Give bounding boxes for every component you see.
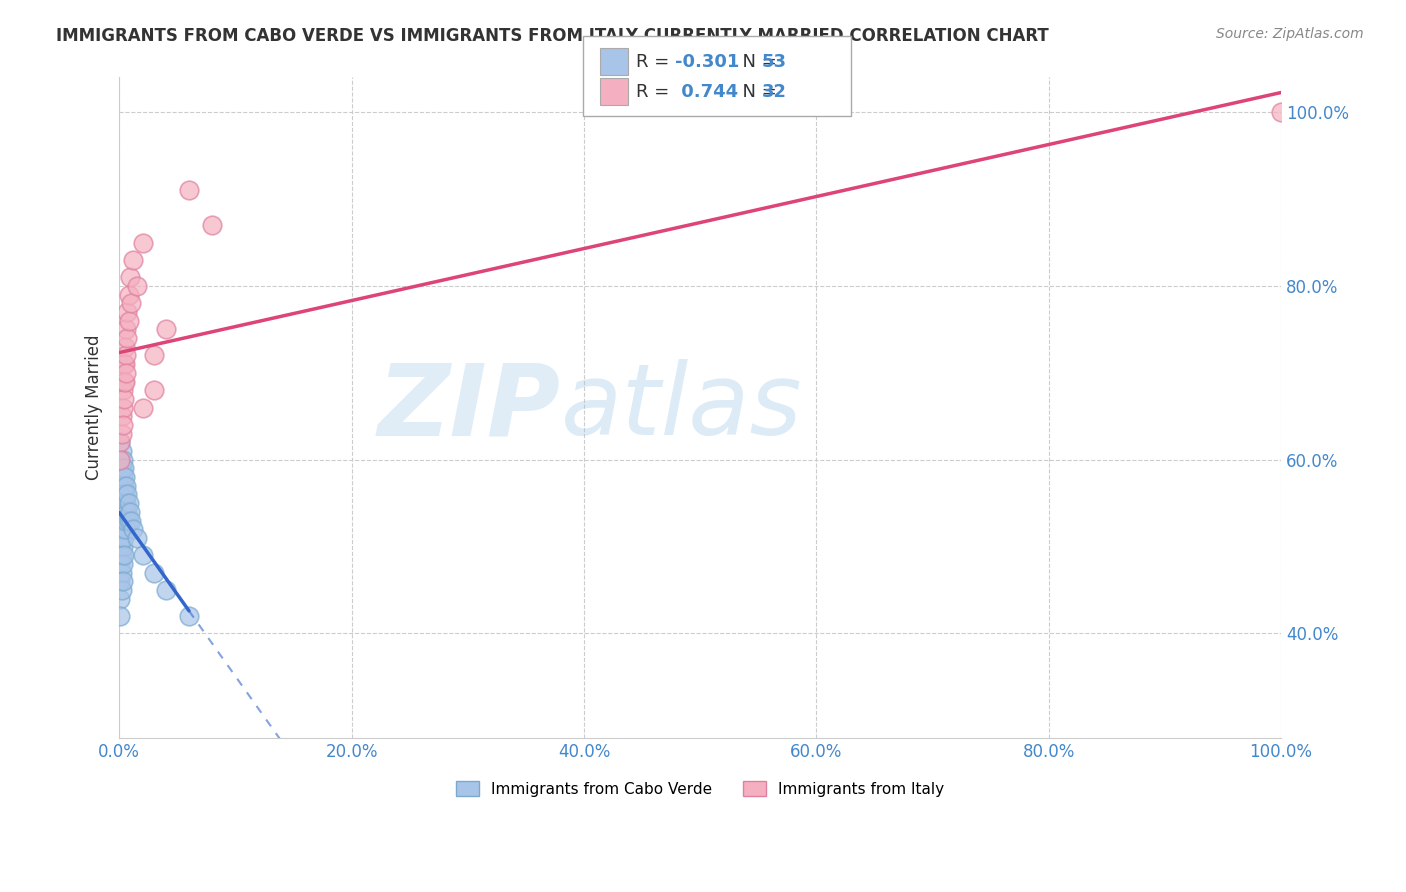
Point <box>131 401 153 415</box>
Point <box>110 531 132 545</box>
Point <box>114 505 136 519</box>
Point <box>122 522 145 536</box>
Point <box>110 479 132 493</box>
Point <box>114 487 136 501</box>
Point <box>115 496 138 510</box>
Point <box>112 392 135 406</box>
Point <box>115 322 138 336</box>
Point <box>111 505 134 519</box>
Point <box>117 331 139 345</box>
Point <box>131 235 153 250</box>
Text: 53: 53 <box>762 53 787 70</box>
Point <box>110 549 132 563</box>
Point <box>117 305 139 319</box>
Point <box>111 452 134 467</box>
Point <box>120 296 142 310</box>
Point <box>117 505 139 519</box>
Point <box>110 574 132 589</box>
Point <box>111 401 134 415</box>
Point <box>110 461 132 475</box>
Text: R =: R = <box>636 53 675 70</box>
Point <box>110 435 132 450</box>
Point <box>110 487 132 501</box>
Text: Source: ZipAtlas.com: Source: ZipAtlas.com <box>1216 27 1364 41</box>
Point <box>117 314 139 328</box>
Point <box>110 496 132 510</box>
Point <box>112 549 135 563</box>
Point <box>115 366 138 380</box>
Point <box>110 444 132 458</box>
Point <box>125 531 148 545</box>
Point <box>115 514 138 528</box>
Point <box>117 287 139 301</box>
Point <box>112 531 135 545</box>
Point <box>122 252 145 267</box>
Point <box>111 487 134 501</box>
Point <box>114 357 136 371</box>
Text: atlas: atlas <box>561 359 803 456</box>
Point <box>110 609 132 624</box>
Point <box>110 514 132 528</box>
Point <box>112 479 135 493</box>
Point <box>117 496 139 510</box>
Text: IMMIGRANTS FROM CABO VERDE VS IMMIGRANTS FROM ITALY CURRENTLY MARRIED CORRELATIO: IMMIGRANTS FROM CABO VERDE VS IMMIGRANTS… <box>56 27 1049 45</box>
Point <box>125 279 148 293</box>
Point <box>111 417 134 432</box>
Point <box>111 540 134 554</box>
Point <box>131 549 153 563</box>
Y-axis label: Currently Married: Currently Married <box>86 334 103 480</box>
Point <box>177 609 200 624</box>
Point <box>111 522 134 536</box>
Point <box>201 218 224 232</box>
Point <box>118 505 141 519</box>
Point <box>115 348 138 362</box>
Point <box>110 435 132 450</box>
Point <box>120 514 142 528</box>
Point <box>1270 105 1292 120</box>
Point <box>114 522 136 536</box>
Point <box>114 470 136 484</box>
Point <box>143 348 166 362</box>
Point <box>110 557 132 571</box>
Text: N =: N = <box>731 83 783 101</box>
Point <box>110 452 132 467</box>
Point <box>114 375 136 389</box>
Point <box>112 514 135 528</box>
Text: N =: N = <box>731 53 783 70</box>
Point <box>112 496 135 510</box>
Point <box>155 322 177 336</box>
Text: R =: R = <box>636 83 675 101</box>
Point <box>118 270 141 285</box>
Point <box>112 375 135 389</box>
Point <box>110 505 132 519</box>
Point <box>110 591 132 606</box>
Point <box>143 383 166 397</box>
Point <box>115 479 138 493</box>
Point <box>110 566 132 580</box>
Text: 0.744: 0.744 <box>675 83 738 101</box>
Point <box>110 409 132 424</box>
Point <box>111 557 134 571</box>
Point <box>112 357 135 371</box>
Point <box>117 487 139 501</box>
Point <box>117 514 139 528</box>
Text: -0.301: -0.301 <box>675 53 740 70</box>
Point <box>110 426 132 441</box>
Point <box>112 461 135 475</box>
Point <box>111 470 134 484</box>
Text: ZIP: ZIP <box>378 359 561 456</box>
Point <box>110 452 132 467</box>
Legend: Immigrants from Cabo Verde, Immigrants from Italy: Immigrants from Cabo Verde, Immigrants f… <box>450 774 950 803</box>
Point <box>110 582 132 597</box>
Point <box>110 470 132 484</box>
Text: 32: 32 <box>762 83 787 101</box>
Point <box>111 574 134 589</box>
Point <box>177 183 200 197</box>
Point <box>143 566 166 580</box>
Point <box>155 582 177 597</box>
Point <box>114 340 136 354</box>
Point <box>110 540 132 554</box>
Point <box>110 522 132 536</box>
Point <box>111 383 134 397</box>
